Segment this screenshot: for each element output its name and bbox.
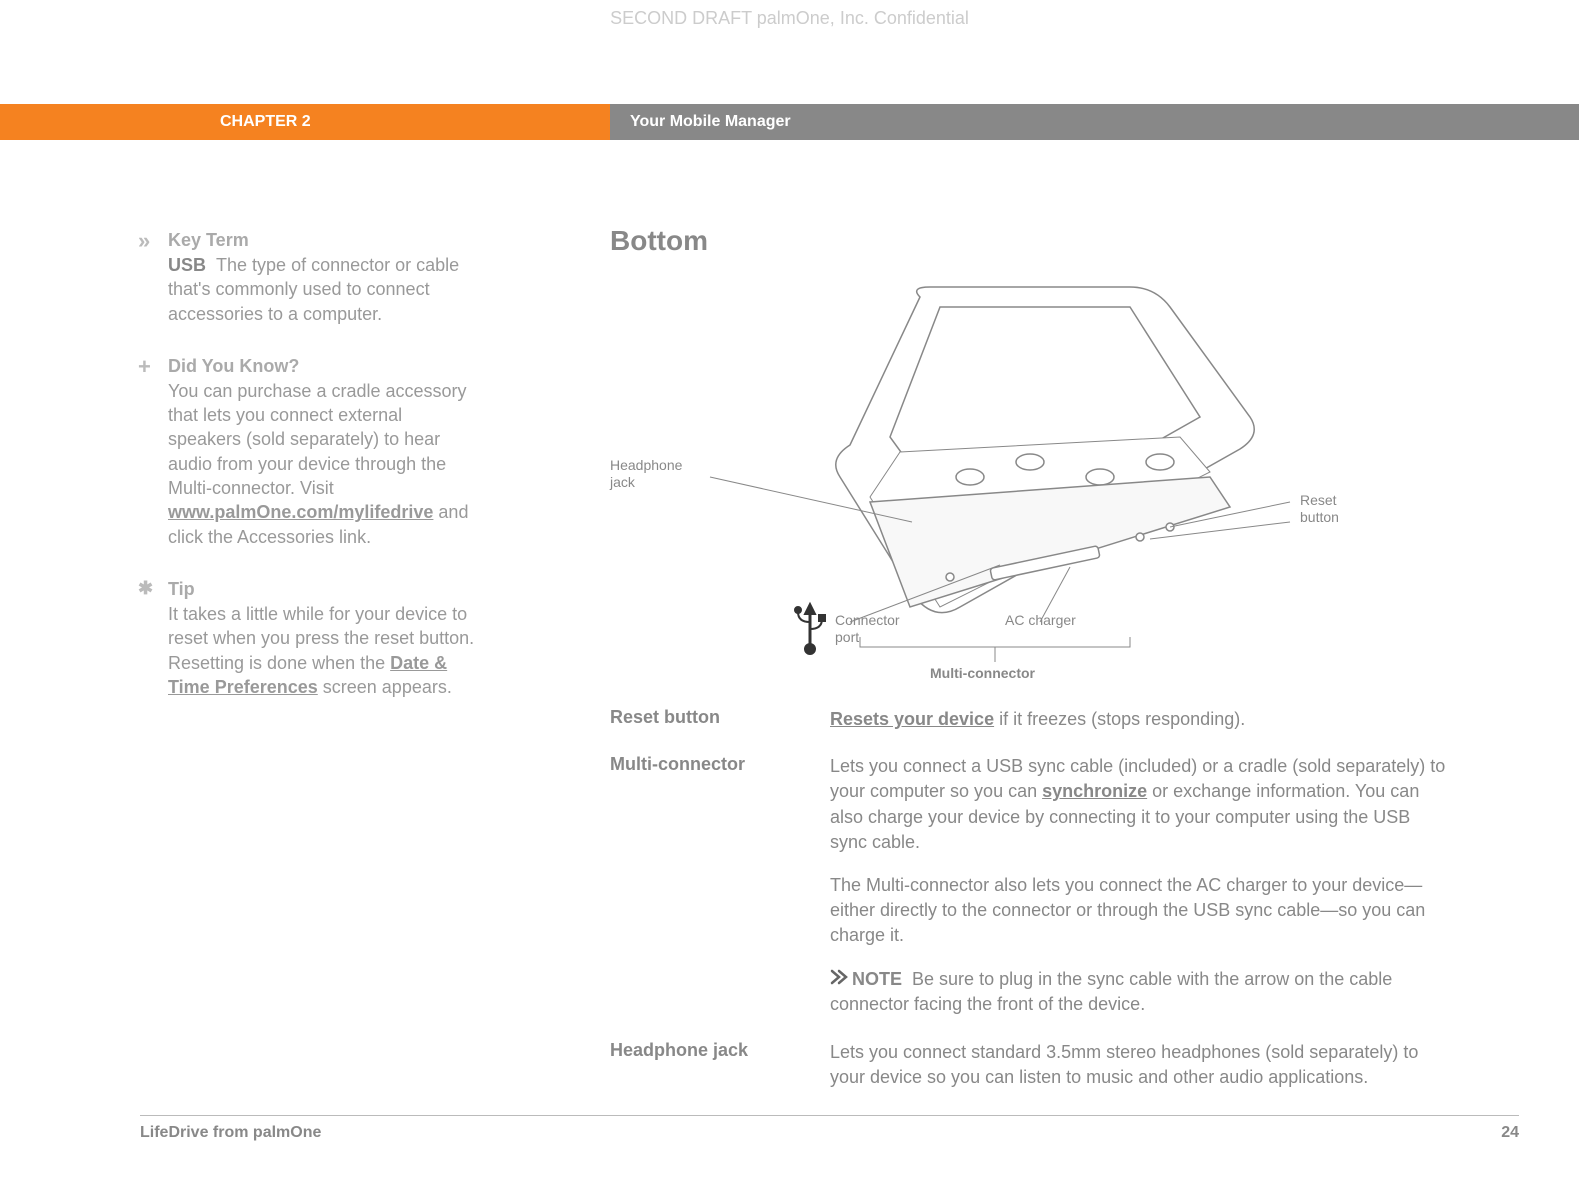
note-icon bbox=[830, 967, 848, 992]
footer-product: LifeDrive from palmOne bbox=[140, 1124, 321, 1142]
def-multi-term: Multi-connector bbox=[610, 754, 830, 1017]
label-reset-button: Reset button bbox=[1300, 492, 1370, 526]
did-you-know-marker-icon: + bbox=[138, 356, 151, 378]
device-illustration bbox=[610, 277, 1430, 697]
label-multi-connector: Multi-connector bbox=[930, 665, 1035, 682]
def-reset-term: Reset button bbox=[610, 707, 830, 732]
header-bar: CHAPTER 2 Your Mobile Manager bbox=[0, 104, 1579, 140]
label-headphone-jack: Headphone jack bbox=[610, 457, 700, 491]
definitions-table: Reset button Resets your device if it fr… bbox=[610, 707, 1450, 1090]
key-term-body: USB The type of connector or cable that'… bbox=[168, 253, 478, 326]
chapter-label: CHAPTER 2 bbox=[0, 104, 610, 140]
chapter-title: Your Mobile Manager bbox=[610, 104, 1579, 140]
dyk-pre: You can purchase a cradle accessory that… bbox=[168, 381, 467, 498]
multi-sync-link[interactable]: synchronize bbox=[1042, 781, 1147, 801]
key-term-text: The type of connector or cable that's co… bbox=[168, 255, 459, 324]
main-content: Bottom bbox=[610, 225, 1450, 1090]
sidebar: » Key Term USB The type of connector or … bbox=[168, 230, 478, 729]
dyk-link[interactable]: www.palmOne.com/mylifedrive bbox=[168, 502, 433, 522]
watermark-text: SECOND DRAFT palmOne, Inc. Confidential bbox=[0, 8, 1579, 29]
def-headphone-body: Lets you connect standard 3.5mm stereo h… bbox=[830, 1040, 1450, 1090]
key-term-block: » Key Term USB The type of connector or … bbox=[168, 230, 478, 326]
reset-rest: if it freezes (stops responding). bbox=[994, 709, 1245, 729]
did-you-know-title: Did You Know? bbox=[168, 356, 478, 377]
def-multi-body: Lets you connect a USB sync cable (inclu… bbox=[830, 754, 1450, 1017]
note-label: NOTE bbox=[852, 969, 902, 989]
key-term-term: USB bbox=[168, 255, 206, 275]
def-reset-body: Resets your device if it freezes (stops … bbox=[830, 707, 1450, 732]
key-term-title: Key Term bbox=[168, 230, 478, 251]
tip-marker-icon: ✱ bbox=[138, 579, 153, 597]
reset-link[interactable]: Resets your device bbox=[830, 709, 994, 729]
tip-block: ✱ Tip It takes a little while for your d… bbox=[168, 579, 478, 699]
did-you-know-body: You can purchase a cradle accessory that… bbox=[168, 379, 478, 549]
label-connector-port: Connector port bbox=[835, 612, 925, 646]
tip-title: Tip bbox=[168, 579, 478, 600]
section-heading: Bottom bbox=[610, 225, 1450, 257]
key-term-marker-icon: » bbox=[138, 230, 150, 252]
device-diagram: Headphone jack Reset button Connector po… bbox=[610, 277, 1430, 697]
footer-page-number: 24 bbox=[1501, 1124, 1519, 1142]
did-you-know-block: + Did You Know? You can purchase a cradl… bbox=[168, 356, 478, 549]
tip-post: screen appears. bbox=[318, 677, 452, 697]
multi-p2: The Multi-connector also lets you connec… bbox=[830, 873, 1450, 949]
page-footer: LifeDrive from palmOne 24 bbox=[140, 1115, 1519, 1142]
tip-body: It takes a little while for your device … bbox=[168, 602, 478, 699]
label-ac-charger: AC charger bbox=[1005, 612, 1076, 629]
def-headphone-term: Headphone jack bbox=[610, 1040, 830, 1090]
note-body: Be sure to plug in the sync cable with t… bbox=[830, 969, 1392, 1015]
